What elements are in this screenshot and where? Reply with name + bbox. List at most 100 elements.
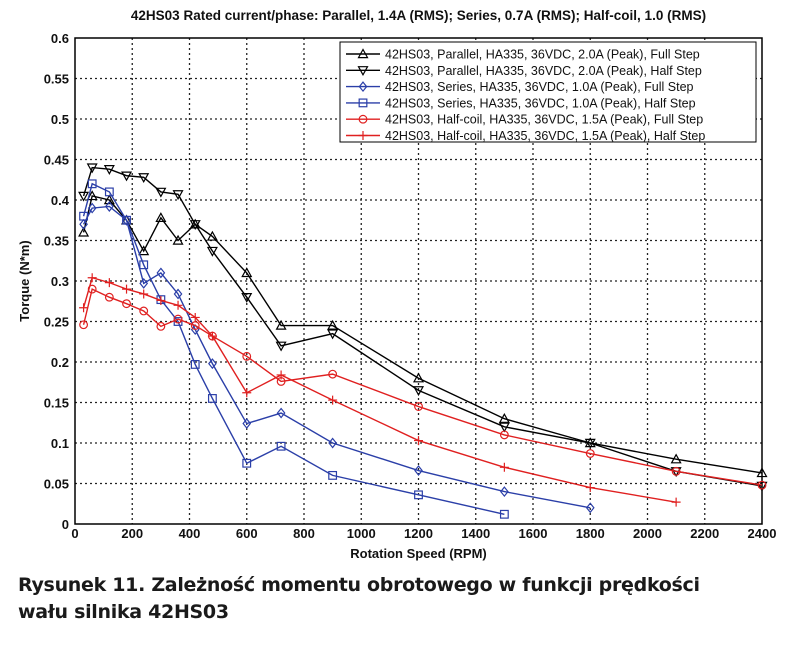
data-point [207,394,217,403]
data-point [155,212,167,223]
x-tick-label: 600 [236,526,258,541]
data-point [78,191,90,202]
series-triangle-up [78,190,768,478]
data-point [104,278,114,288]
data-point [139,289,149,299]
data-point [328,470,338,480]
y-tick-label: 0 [62,517,69,532]
data-point [172,234,184,245]
data-point [86,163,98,174]
data-point [498,422,510,433]
data-point [276,370,286,380]
data-point [242,418,252,430]
data-point [756,467,768,478]
data-point [412,386,425,397]
data-point [208,358,217,370]
legend-marker [358,81,368,93]
y-tick-label: 0.2 [51,355,69,370]
data-point [86,190,98,201]
series-line [82,166,763,487]
data-point [156,267,166,279]
data-point [242,388,252,398]
series-triangle-down [78,163,768,492]
data-point [412,372,425,383]
data-point [500,486,509,498]
data-point [585,483,595,493]
data-point [79,303,89,313]
data-point [155,187,167,198]
data-point [138,173,150,184]
chart-title: 42HS03 Rated current/phase: Parallel, 1.… [131,8,706,23]
data-point [499,462,509,472]
series-line [82,195,763,474]
data-point [499,509,509,519]
data-point [173,288,183,300]
data-point [498,412,510,423]
data-point [206,246,218,257]
data-point [276,441,286,451]
y-tick-label: 0.05 [44,477,69,492]
data-point [241,267,253,278]
data-point [585,449,595,458]
data-point [328,369,338,379]
x-tick-label: 1400 [461,526,490,541]
data-point [757,480,767,490]
data-point [173,300,183,310]
data-point [87,273,97,283]
figure-caption: Rysunek 11. Zależność momentu obrotowego… [18,572,700,626]
data-point [414,436,423,446]
data-point [172,190,184,201]
y-tick-label: 0.15 [44,396,69,411]
data-point [139,277,149,289]
series-line [82,182,505,515]
legend-marker [358,114,368,124]
data-point [122,214,131,226]
data-point [103,194,115,205]
data-point [79,218,88,230]
caption-line-2: wału silnika 42HS03 [18,601,229,623]
data-point [671,466,681,476]
data-point [104,292,114,302]
legend-box [339,41,757,143]
legend-marker [358,131,368,140]
series-line [82,276,677,503]
x-tick-label: 2400 [748,526,777,541]
data-point [499,430,509,440]
data-point [327,329,339,340]
x-tick-label: 200 [121,526,143,541]
legend-entry: 42HS03, Parallel, HA335, 36VDC, 2.0A (Pe… [385,64,702,78]
caption-line-1: Rysunek 11. Zależność momentu obrotowego… [18,574,700,596]
y-tick-label: 0.5 [51,112,69,127]
data-point [414,490,423,500]
plot-frame [74,37,763,525]
data-point [156,295,166,305]
legend-marker [357,66,369,77]
legend-marker [358,98,368,108]
x-tick-label: 2200 [690,526,719,541]
data-point [190,360,200,369]
legend-entry: 42HS03, Series, HA335, 36VDC, 1.0A (Peak… [385,80,694,94]
data-point [242,351,252,361]
data-point [241,293,253,303]
data-point [207,331,217,341]
data-point [173,314,183,324]
data-point [328,395,338,405]
y-tick-label: 0.25 [44,315,69,330]
data-point [242,458,252,468]
data-point [104,201,114,212]
data-point [79,320,89,330]
data-point [122,215,131,225]
x-tick-label: 1200 [404,526,433,541]
x-tick-label: 0 [71,526,78,541]
data-point [585,502,595,514]
data-point [414,402,423,411]
torque-speed-chart: 0 200 400 600 800 1000 1200 1400 1600 1800 2000 220… [17,8,777,561]
data-point [103,165,115,175]
legend-entry: 42HS03, Series, HA335, 36VDC, 1.0A (Peak… [385,96,696,110]
x-tick-label: 1600 [519,526,548,541]
data-point [79,211,89,221]
data-point [275,341,287,352]
data-point [328,437,337,449]
x-tick-label: 800 [293,526,315,541]
y-tick-label: 0.1 [51,436,69,451]
